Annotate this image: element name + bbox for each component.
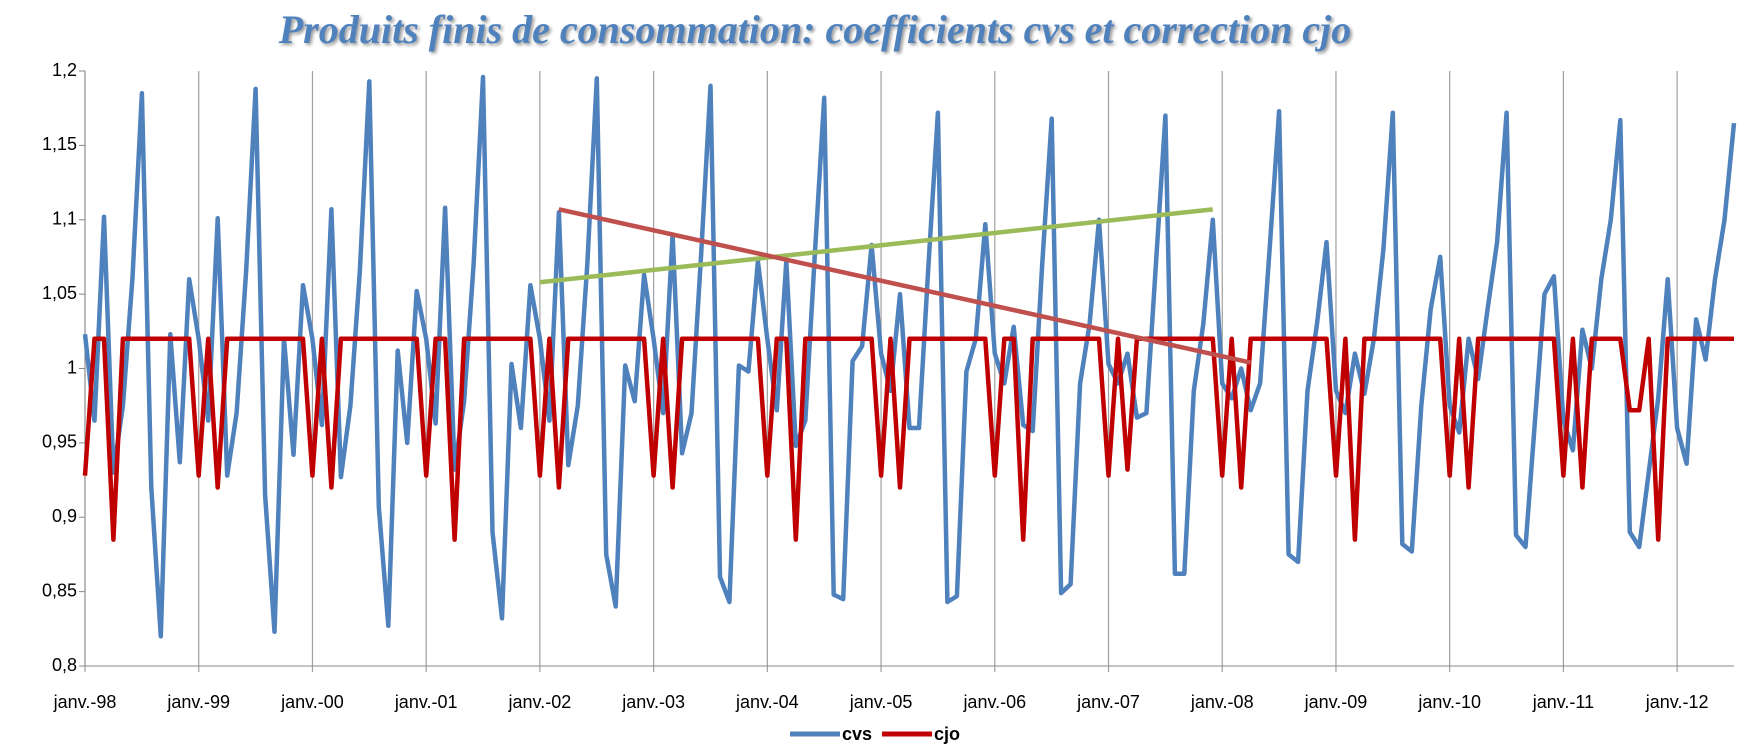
x-tick-label: janv.-05 (849, 692, 913, 712)
y-tick-label: 0,8 (52, 655, 77, 675)
x-tick-label: janv.-11 (1532, 692, 1594, 712)
series-line (82, 74, 1737, 639)
x-tick-label: janv.-09 (1304, 692, 1368, 712)
y-tick-label: 1,05 (42, 283, 77, 303)
y-tick-label: 1,15 (42, 134, 77, 154)
x-tick-label: janv.-04 (735, 692, 799, 712)
y-tick-label: 0,95 (42, 432, 77, 452)
y-tick-label: 0,9 (52, 506, 77, 526)
x-tick-label: janv.-02 (508, 692, 572, 712)
x-tick-label: janv.-00 (280, 692, 344, 712)
x-tick-label: janv.-98 (53, 692, 117, 712)
x-tick-label: janv.-99 (166, 692, 230, 712)
y-tick-label: 1 (67, 357, 77, 377)
x-tick-label: janv.-06 (962, 692, 1026, 712)
x-tick-label: janv.-08 (1190, 692, 1254, 712)
y-tick-label: 0,85 (42, 580, 77, 600)
x-tick-label: janv.-10 (1417, 692, 1481, 712)
trend-line (539, 207, 1214, 285)
x-tick-label: janv.-03 (621, 692, 685, 712)
chart-title: Produits finis de consommation: coeffici… (278, 7, 1352, 52)
series-line (82, 336, 1734, 542)
legend-label: cjo (934, 724, 960, 744)
x-tick-label: janv.-01 (394, 692, 458, 712)
x-tick-label: janv.-12 (1645, 692, 1709, 712)
x-tick-label: janv.-07 (1076, 692, 1140, 712)
legend-label: cvs (842, 724, 872, 744)
y-tick-label: 1,2 (52, 60, 77, 80)
y-tick-label: 1,1 (52, 209, 77, 229)
trend-line (558, 207, 1252, 365)
